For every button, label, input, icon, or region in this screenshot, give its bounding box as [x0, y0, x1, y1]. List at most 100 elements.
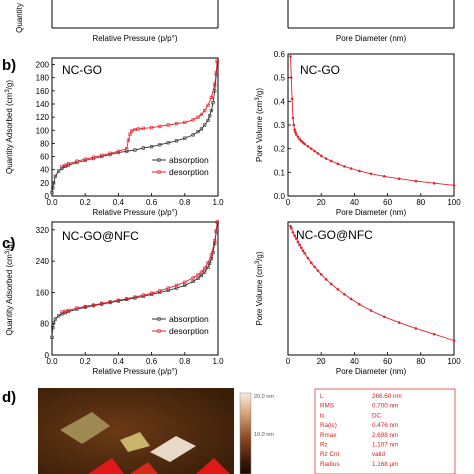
afm-height-scale: [239, 392, 252, 474]
data-point: [324, 278, 328, 281]
data-point: [213, 82, 217, 86]
data-point: [183, 280, 187, 284]
data-point: [52, 321, 56, 325]
data-point: [141, 293, 145, 297]
data-point: [174, 283, 179, 287]
data-point: [295, 237, 298, 240]
y-axis-title: Quantity Adsorbed (cm3/g): [5, 80, 14, 174]
legend-marker: [157, 317, 161, 321]
y-tick-label: 0.4: [274, 97, 286, 106]
data-point: [100, 301, 104, 305]
afm-stat-value: 0.476 nm: [372, 422, 398, 429]
x-tick-label: 0.2: [80, 357, 92, 366]
y-tick-label: 80: [40, 320, 49, 329]
y-tick-label: 100: [36, 126, 50, 135]
data-point: [208, 114, 212, 118]
y-tick-label: 20: [40, 179, 49, 188]
data-point: [213, 239, 217, 243]
x-axis-title: Pore Diameter (nm): [336, 208, 407, 217]
data-point: [128, 132, 132, 136]
legend-label: desorption: [169, 167, 209, 177]
x-tick-label: 40: [350, 198, 359, 207]
data-point: [208, 261, 212, 266]
data-point: [306, 145, 310, 148]
y-tick-label: 0: [45, 351, 50, 360]
data-point: [133, 148, 137, 152]
data-point: [141, 146, 145, 150]
afm-flake-light: [60, 412, 110, 444]
data-point: [316, 269, 320, 272]
x-tick-label: 40: [350, 357, 359, 366]
data-point: [203, 108, 207, 113]
data-point: [303, 142, 306, 146]
y-axis-title: Quantity Adsorbed (cm3/g): [5, 241, 14, 335]
data-point: [336, 288, 340, 291]
data-point: [150, 145, 154, 149]
data-point: [133, 128, 137, 132]
data-point: [206, 265, 210, 269]
afm-stat-key: L: [320, 393, 324, 400]
y-tick-label: 240: [36, 257, 50, 266]
afm-stat-key: RMS: [320, 403, 334, 410]
data-point: [316, 152, 320, 155]
y-tick-label: 80: [40, 139, 49, 148]
data-point: [214, 70, 218, 75]
data-point: [299, 246, 303, 250]
data-point: [57, 169, 61, 173]
data-point: [298, 137, 301, 141]
afm-stats-box: L 266.60 nm RMS 0.700 nm lc DC Ra(lc) 0.476 nm R…: [314, 388, 456, 474]
data-point: [343, 165, 346, 168]
x-tick-label: 0.0: [46, 198, 58, 207]
y-tick-label: 60: [40, 153, 49, 162]
data-point: [60, 166, 64, 171]
legend-marker: [157, 170, 161, 174]
data-point: [295, 133, 298, 136]
legend-marker: [157, 329, 161, 333]
data-point: [52, 181, 56, 185]
data-point: [306, 256, 310, 260]
data-point: [209, 253, 213, 257]
data-point: [130, 129, 134, 133]
x-tick-label: 0: [286, 198, 291, 207]
x-tick-label: 1.0: [212, 357, 224, 366]
data-point: [336, 162, 340, 166]
data-point: [75, 306, 79, 310]
data-point: [324, 157, 328, 160]
a-pore-xlabel: Pore Diameter (nm): [336, 34, 407, 43]
data-point: [209, 108, 213, 113]
data-point: [203, 123, 207, 127]
data-point: [294, 130, 297, 134]
x-tick-label: 0.2: [80, 198, 92, 207]
data-point: [150, 291, 154, 295]
y-tick-label: 180: [36, 74, 50, 83]
data-point: [51, 186, 55, 190]
data-point: [183, 136, 187, 140]
afm-stat-value: 1.107 nm: [372, 442, 398, 449]
data-point: [303, 251, 306, 255]
data-point: [414, 327, 418, 330]
y-tick-label: 0.0: [274, 192, 286, 201]
data-point: [432, 332, 436, 336]
data-point: [209, 95, 213, 100]
data-point: [313, 149, 316, 153]
x-tick-label: 0.0: [46, 357, 58, 366]
data-point: [432, 181, 436, 185]
data-point: [91, 155, 96, 159]
data-point: [108, 300, 112, 304]
chart-title: NC-GO: [62, 63, 102, 77]
y-tick-label: 140: [36, 100, 50, 109]
afm-flake-pale: [150, 436, 196, 462]
data-point: [289, 224, 292, 228]
panel-b-letter: b): [2, 57, 16, 74]
data-point: [291, 116, 295, 120]
data-point: [414, 179, 418, 183]
data-point: [292, 123, 296, 127]
x-tick-label: 80: [416, 357, 425, 366]
data-point: [83, 157, 87, 161]
afm-stat-key: Ra(lc): [320, 422, 337, 429]
data-point: [313, 265, 316, 269]
data-point: [50, 191, 54, 195]
chart-c-isotherm: 0.0 0.2 0.4 0.6 0.8 1.0 0 80 160 240 320 Relative P…: [5, 220, 224, 376]
x-tick-label: 0.8: [179, 198, 191, 207]
afm-stat-value: 0.700 nm: [372, 403, 398, 410]
